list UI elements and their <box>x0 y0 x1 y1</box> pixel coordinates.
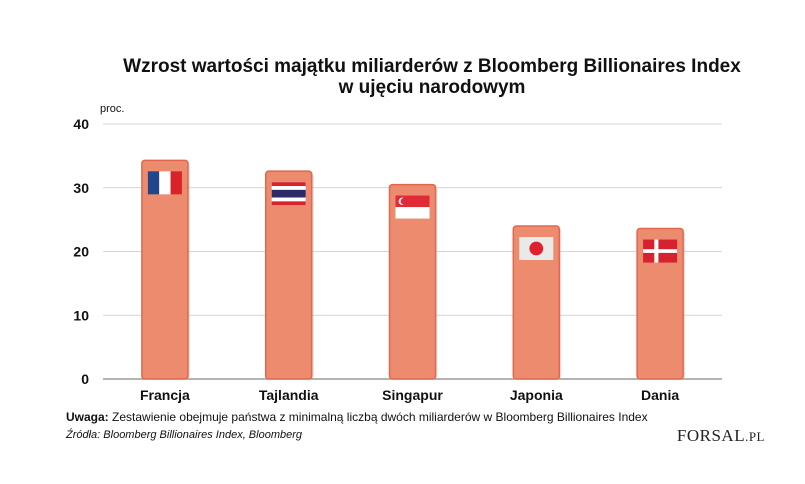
chart-title-line2: w ujęciu narodowym <box>338 77 526 98</box>
chart-title-line1: Wzrost wartości majątku miliarderów z Bl… <box>123 56 741 77</box>
bar-singapur <box>388 183 437 380</box>
thailand-flag-icon <box>271 182 306 206</box>
bar-tajlandia <box>264 170 313 380</box>
y-tick-label: 40 <box>73 116 89 132</box>
y-tick-label: 20 <box>73 244 89 260</box>
note: Uwaga: Zestawienie obejmuje państwa z mi… <box>66 410 648 424</box>
forsal-logo: FORSAL.PL <box>677 426 765 446</box>
note-label: Uwaga: <box>66 410 109 424</box>
x-tick-label: Tajlandia <box>259 387 319 403</box>
singapore-flag-icon <box>395 195 430 219</box>
x-axis-labels: Francja Tajlandia Singapur Japonia Dania <box>140 387 679 403</box>
bars <box>141 159 686 380</box>
source-text: Źródła: Bloomberg Billionaires Index, Bl… <box>66 429 303 441</box>
x-tick-label: Singapur <box>382 387 443 403</box>
bar-francja <box>141 159 189 380</box>
x-tick-label: Dania <box>641 387 679 403</box>
note-text: Zestawienie obejmuje państwa z minimalną… <box>112 410 648 424</box>
y-tick-label: 0 <box>81 371 89 387</box>
y-axis-unit: proc. <box>100 103 124 115</box>
y-axis-ticks: 0 10 20 30 40 <box>73 116 89 387</box>
bar-dania <box>636 227 684 380</box>
bar-japonia <box>512 225 561 380</box>
japan-flag-icon <box>519 237 554 260</box>
y-tick-label: 10 <box>73 307 89 323</box>
logo-suffix: .PL <box>745 429 765 444</box>
x-tick-label: Francja <box>140 387 190 403</box>
y-tick-label: 30 <box>73 180 89 196</box>
france-flag-icon <box>147 171 182 195</box>
x-tick-label: Japonia <box>510 387 563 403</box>
logo-text: FORSAL <box>676 426 746 445</box>
denmark-flag-icon <box>643 239 678 263</box>
